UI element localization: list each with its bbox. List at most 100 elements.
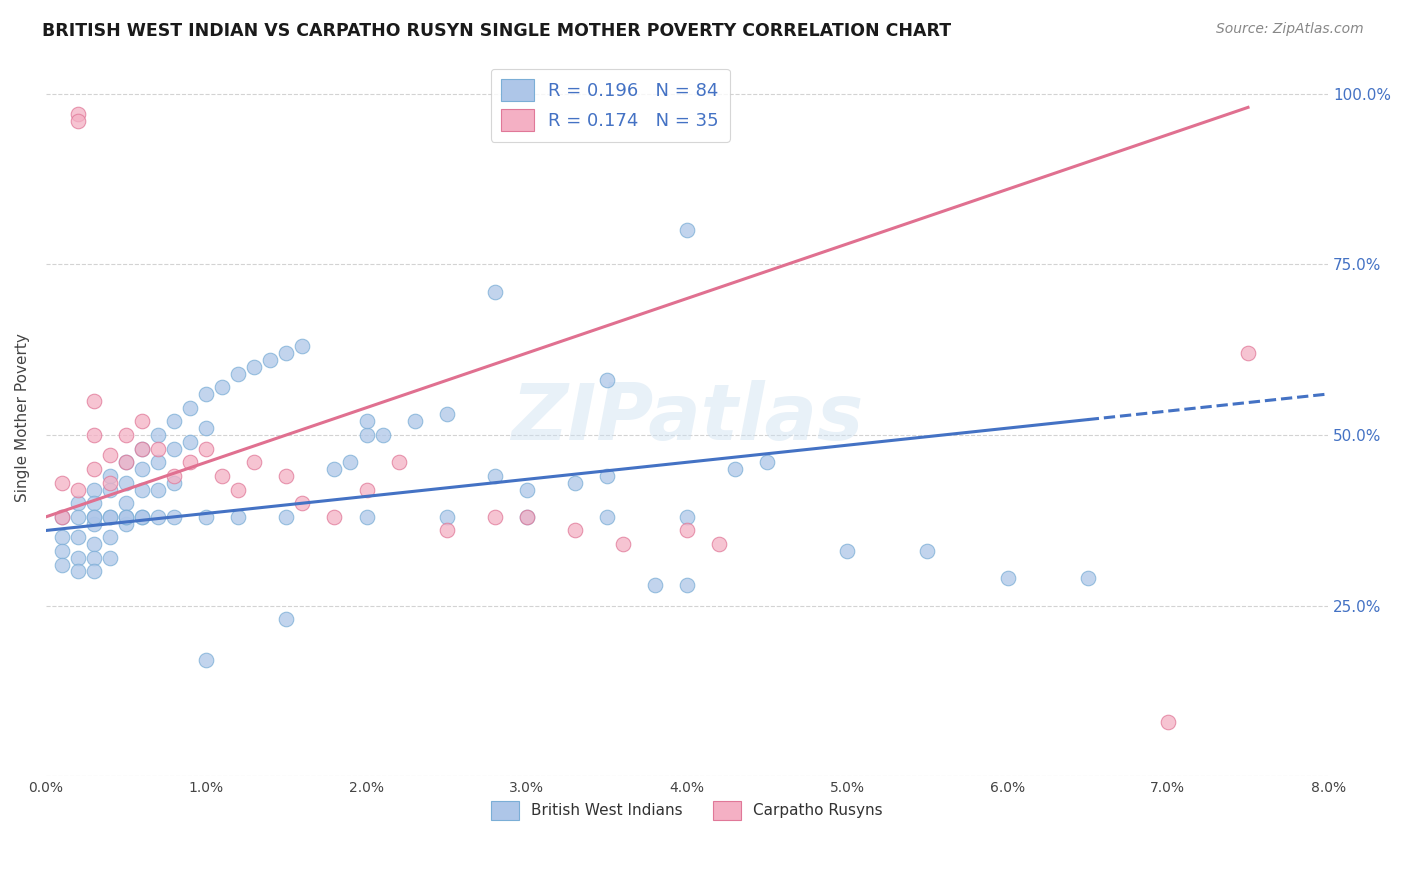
- Point: [356, 509, 378, 524]
- Point: [163, 475, 186, 490]
- Point: [484, 469, 506, 483]
- Point: [404, 414, 426, 428]
- Point: [259, 352, 281, 367]
- Point: [131, 442, 153, 456]
- Point: [83, 509, 105, 524]
- Point: [195, 421, 218, 435]
- Point: [98, 469, 121, 483]
- Point: [371, 428, 394, 442]
- Point: [51, 530, 73, 544]
- Point: [51, 475, 73, 490]
- Point: [1077, 571, 1099, 585]
- Point: [66, 530, 89, 544]
- Point: [484, 509, 506, 524]
- Point: [436, 509, 458, 524]
- Point: [98, 509, 121, 524]
- Point: [146, 509, 169, 524]
- Point: [83, 462, 105, 476]
- Point: [131, 509, 153, 524]
- Point: [837, 544, 859, 558]
- Text: Source: ZipAtlas.com: Source: ZipAtlas.com: [1216, 22, 1364, 37]
- Point: [644, 578, 666, 592]
- Point: [211, 469, 233, 483]
- Point: [83, 496, 105, 510]
- Point: [291, 496, 314, 510]
- Point: [131, 442, 153, 456]
- Point: [339, 455, 361, 469]
- Point: [917, 544, 939, 558]
- Point: [163, 414, 186, 428]
- Point: [115, 516, 138, 531]
- Point: [83, 428, 105, 442]
- Point: [596, 469, 619, 483]
- Point: [484, 285, 506, 299]
- Point: [146, 455, 169, 469]
- Point: [195, 387, 218, 401]
- Point: [83, 509, 105, 524]
- Point: [115, 496, 138, 510]
- Point: [211, 380, 233, 394]
- Point: [98, 550, 121, 565]
- Point: [66, 114, 89, 128]
- Point: [131, 462, 153, 476]
- Point: [51, 509, 73, 524]
- Point: [676, 524, 699, 538]
- Point: [676, 578, 699, 592]
- Point: [195, 442, 218, 456]
- Point: [83, 565, 105, 579]
- Point: [83, 537, 105, 551]
- Point: [226, 367, 249, 381]
- Point: [51, 544, 73, 558]
- Point: [276, 469, 298, 483]
- Point: [596, 509, 619, 524]
- Point: [98, 475, 121, 490]
- Point: [115, 475, 138, 490]
- Point: [83, 550, 105, 565]
- Point: [356, 428, 378, 442]
- Point: [83, 516, 105, 531]
- Point: [756, 455, 779, 469]
- Point: [83, 393, 105, 408]
- Point: [131, 509, 153, 524]
- Point: [146, 428, 169, 442]
- Point: [436, 408, 458, 422]
- Point: [323, 462, 346, 476]
- Text: BRITISH WEST INDIAN VS CARPATHO RUSYN SINGLE MOTHER POVERTY CORRELATION CHART: BRITISH WEST INDIAN VS CARPATHO RUSYN SI…: [42, 22, 952, 40]
- Point: [66, 550, 89, 565]
- Point: [98, 530, 121, 544]
- Point: [387, 455, 409, 469]
- Point: [323, 509, 346, 524]
- Point: [146, 483, 169, 497]
- Legend: British West Indians, Carpatho Rusyns: British West Indians, Carpatho Rusyns: [485, 795, 889, 826]
- Point: [98, 483, 121, 497]
- Point: [997, 571, 1019, 585]
- Point: [564, 524, 586, 538]
- Point: [276, 509, 298, 524]
- Point: [163, 442, 186, 456]
- Point: [66, 565, 89, 579]
- Point: [516, 509, 538, 524]
- Point: [243, 455, 266, 469]
- Point: [612, 537, 634, 551]
- Point: [243, 359, 266, 374]
- Point: [195, 509, 218, 524]
- Point: [724, 462, 747, 476]
- Point: [66, 496, 89, 510]
- Point: [66, 509, 89, 524]
- Point: [115, 509, 138, 524]
- Point: [131, 414, 153, 428]
- Point: [195, 653, 218, 667]
- Point: [676, 509, 699, 524]
- Point: [115, 455, 138, 469]
- Point: [179, 401, 201, 415]
- Point: [131, 483, 153, 497]
- Point: [115, 428, 138, 442]
- Point: [276, 346, 298, 360]
- Point: [226, 509, 249, 524]
- Point: [226, 483, 249, 497]
- Point: [146, 442, 169, 456]
- Point: [1237, 346, 1260, 360]
- Point: [98, 449, 121, 463]
- Point: [66, 483, 89, 497]
- Point: [51, 509, 73, 524]
